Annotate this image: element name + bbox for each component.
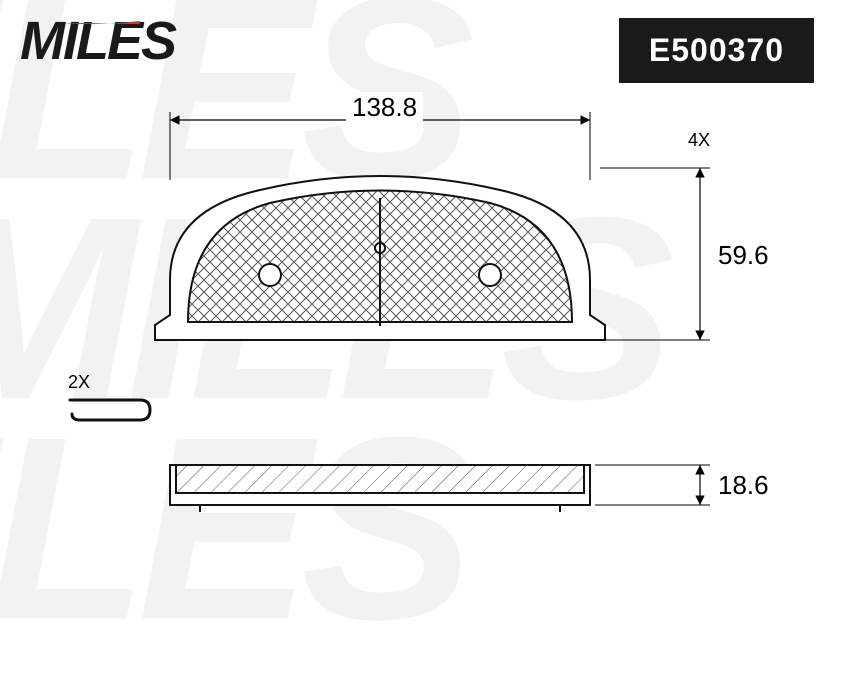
drawing-svg [60, 100, 800, 570]
brand-logo: MILES [20, 10, 175, 72]
height-value: 59.6 [718, 240, 769, 271]
logo-swoosh-icon [20, 18, 140, 24]
dimension-thickness [595, 465, 710, 505]
clip-accessory [70, 400, 150, 420]
part-number-badge: E500370 [619, 18, 814, 83]
technical-drawing: 138.8 4X 59.6 2X 18.6 [60, 100, 800, 570]
dimension-height [600, 168, 710, 340]
pad-quantity: 4X [688, 130, 710, 151]
thickness-value: 18.6 [718, 470, 769, 501]
brake-pad-side-view [170, 465, 590, 512]
width-value: 138.8 [346, 92, 423, 123]
clip-quantity: 2X [68, 372, 90, 393]
brake-pad-front-view [155, 176, 605, 340]
